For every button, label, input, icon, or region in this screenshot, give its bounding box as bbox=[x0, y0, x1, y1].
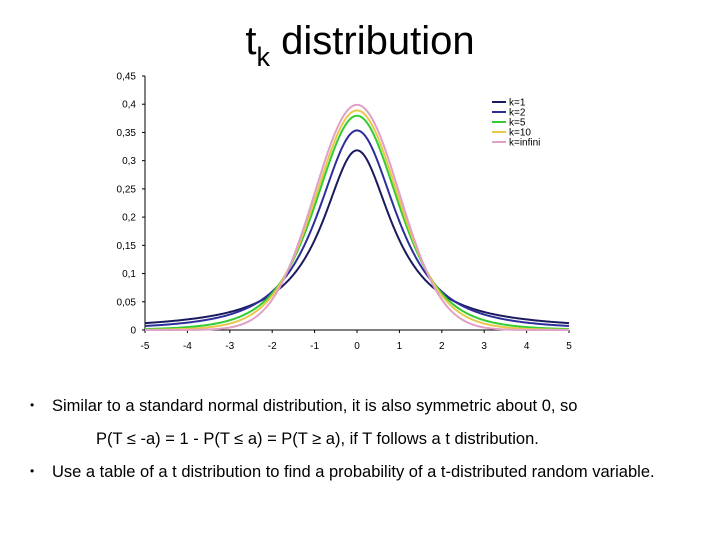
bullet-dot: • bbox=[30, 398, 35, 412]
legend-label: k=10 bbox=[509, 128, 531, 139]
series-line-k-infini bbox=[145, 103, 569, 331]
title-subscript: k bbox=[256, 42, 271, 72]
symmetry-formula: P(T ≤ -a) = 1 - P(T ≤ a) = P(T ≥ a), if … bbox=[96, 430, 539, 448]
legend-label: k=1 bbox=[509, 98, 526, 109]
x-tick-label: 2 bbox=[439, 341, 445, 352]
y-tick-label: 0,45 bbox=[117, 72, 137, 83]
series-line-k-1 bbox=[144, 149, 570, 325]
y-tick-label: 0,2 bbox=[122, 213, 136, 224]
x-tick-label: -5 bbox=[141, 341, 150, 352]
bullet-dot: • bbox=[30, 464, 35, 478]
y-tick-label: 0,15 bbox=[117, 241, 137, 252]
y-tick-label: 0,35 bbox=[117, 128, 137, 139]
x-tick-label: -1 bbox=[310, 341, 319, 352]
legend-label: k=5 bbox=[509, 118, 526, 129]
title-rest: distribution bbox=[270, 19, 475, 63]
chart-legend: k=1k=2k=5k=10k=infini bbox=[492, 98, 540, 149]
chart-axes: 0 0,05 0,1 0,15 0,2 0,25 0,3 0,35 0,4 0,45 -5 -4 -3 -… bbox=[117, 72, 573, 353]
y-tick-label: 0,05 bbox=[117, 297, 137, 308]
chart-curves bbox=[144, 103, 570, 331]
y-tick-label: 0,1 bbox=[122, 269, 136, 280]
y-tick-label: 0,3 bbox=[122, 156, 136, 167]
t-distribution-chart: 0 0,05 0,1 0,15 0,2 0,25 0,3 0,35 0,4 0,45 -5 -4 -3 -… bbox=[117, 72, 573, 353]
x-tick-label: 5 bbox=[566, 341, 572, 352]
bullet-table: • Use a table of a t distribution to find… bbox=[30, 460, 655, 483]
series-line-k-2 bbox=[144, 129, 570, 327]
x-tick-label: -3 bbox=[225, 341, 234, 352]
legend-label: k=infini bbox=[509, 138, 540, 149]
title-main: t bbox=[245, 19, 257, 63]
y-tick-label: 0,25 bbox=[117, 184, 137, 195]
x-tick-label: -2 bbox=[268, 341, 277, 352]
y-tick-label: 0 bbox=[130, 326, 136, 337]
bullet-table-text: Use a table of a t distribution to find … bbox=[52, 463, 655, 481]
y-tick-label: 0,4 bbox=[122, 100, 136, 111]
x-tick-label: 4 bbox=[524, 341, 530, 352]
x-tick-label: -4 bbox=[183, 341, 192, 352]
bullet-symmetry-text: Similar to a standard normal distributio… bbox=[52, 397, 578, 415]
x-tick-label: 3 bbox=[481, 341, 487, 352]
x-tick-label: 0 bbox=[354, 341, 360, 352]
bullet-symmetry: • Similar to a standard normal distributi… bbox=[30, 394, 577, 417]
legend-label: k=2 bbox=[509, 108, 526, 119]
series-line-k-10 bbox=[144, 109, 570, 331]
slide-title: tk distribution bbox=[0, 14, 720, 84]
series-line-k-5 bbox=[144, 114, 570, 331]
x-tick-label: 1 bbox=[397, 341, 403, 352]
